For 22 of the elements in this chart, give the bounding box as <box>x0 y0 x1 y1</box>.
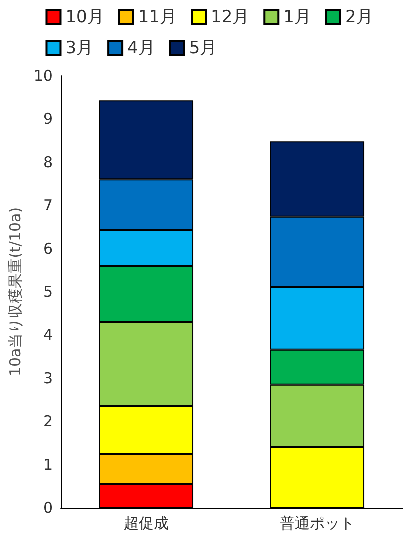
y-tick-label: 10 <box>34 67 53 85</box>
legend-label: 4月 <box>128 38 156 58</box>
legend-label: 2月 <box>345 8 374 28</box>
y-tick-label: 1 <box>43 456 53 474</box>
y-tick-label: 5 <box>43 283 53 301</box>
x-tick-label: 超促成 <box>124 514 169 532</box>
legend-label: 11月 <box>138 8 178 28</box>
legend-label: 3月 <box>66 38 94 58</box>
x-tick-label: 普通ポット <box>280 514 355 532</box>
y-tick-label: 3 <box>43 369 53 388</box>
y-axis-title: 10a当り収穫果重(t/10a) <box>6 207 24 377</box>
y-tick-label: 2 <box>43 412 53 431</box>
y-tick-label: 9 <box>43 110 53 128</box>
y-tick-label: 8 <box>43 153 53 172</box>
y-tick-label: 0 <box>43 499 53 517</box>
legend-label: 1月 <box>284 8 312 28</box>
legend-label: 10月 <box>66 8 104 28</box>
y-tick-label: 7 <box>43 196 53 215</box>
legend-label: 5月 <box>189 38 218 58</box>
legend-label: 12月 <box>211 8 250 28</box>
y-tick-label: 4 <box>43 326 53 344</box>
y-tick-label: 6 <box>43 240 53 258</box>
